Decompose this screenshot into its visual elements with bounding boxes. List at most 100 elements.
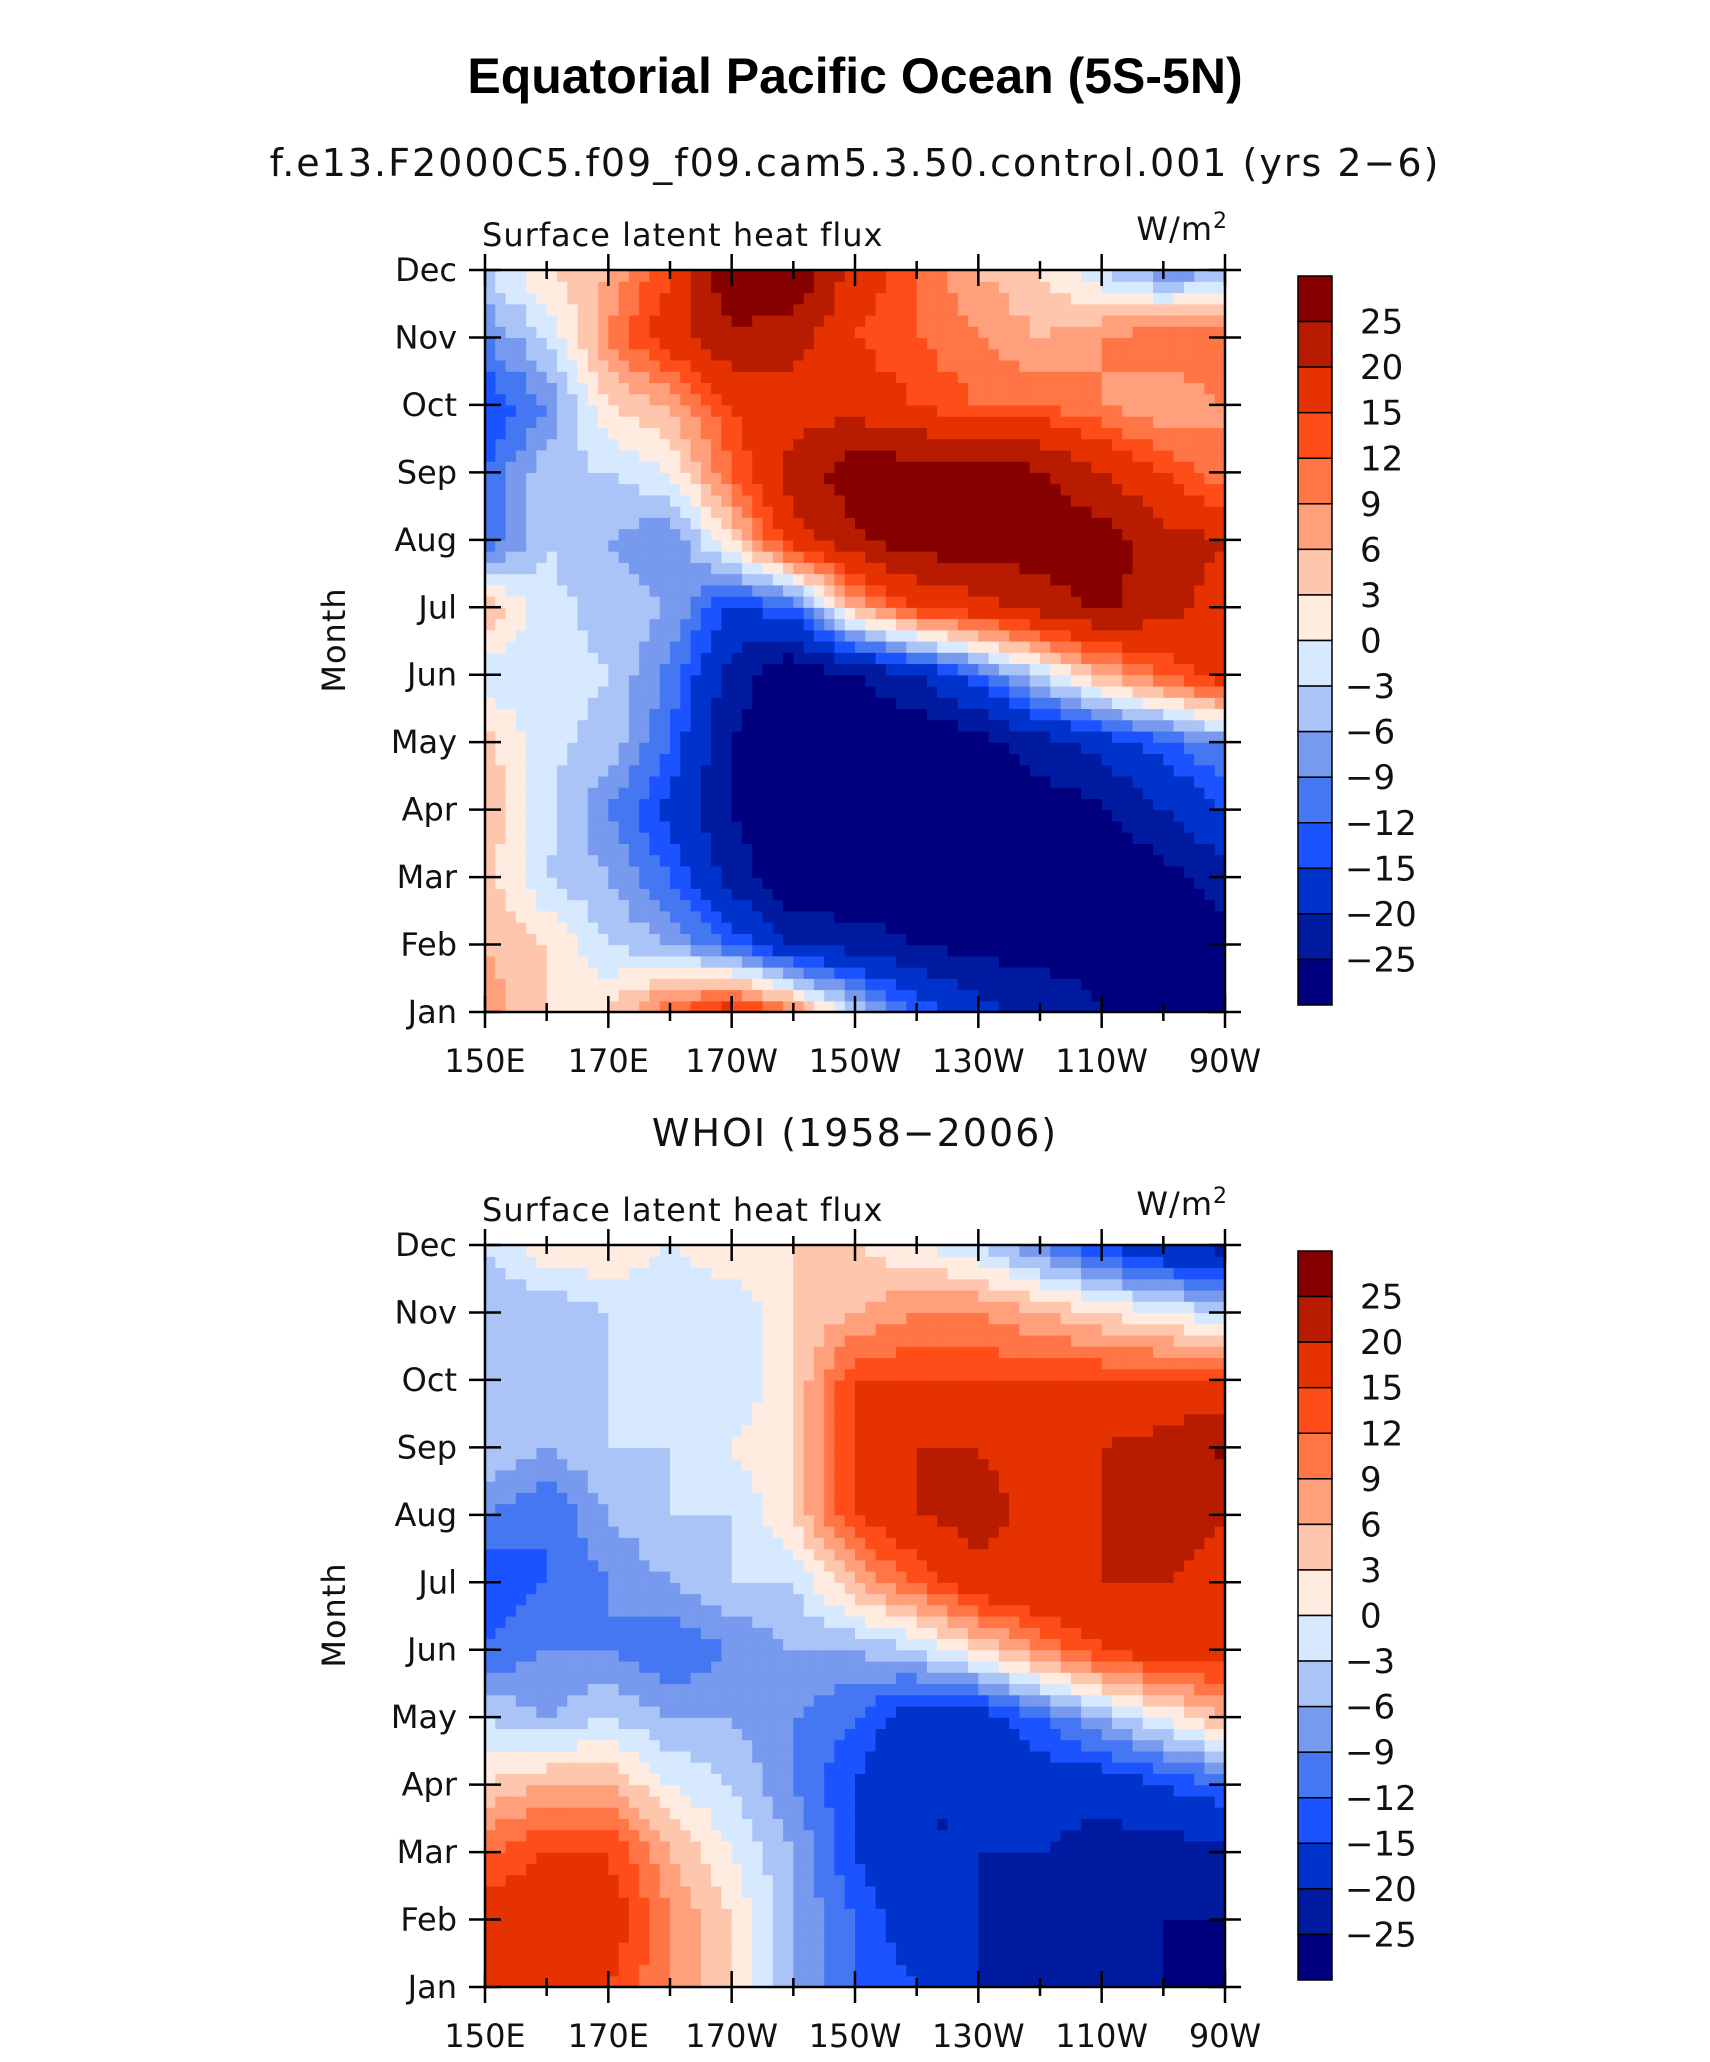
heatmap-cell [824, 539, 836, 552]
heatmap-cell [628, 517, 640, 530]
heatmap-cell [556, 967, 568, 979]
heatmap-cell [1194, 1975, 1206, 1988]
heatmap-cell [598, 528, 609, 541]
heatmap-cell [793, 303, 805, 316]
heatmap-cell [793, 326, 805, 339]
heatmap-cell [1122, 798, 1134, 811]
heatmap-cell [875, 854, 887, 867]
heatmap-cell [957, 337, 969, 350]
heatmap-cell [813, 506, 825, 518]
heatmap-cell [1214, 742, 1226, 755]
heatmap-cell [1040, 652, 1051, 665]
heatmap-cell [536, 1975, 548, 1988]
heatmap-cell [711, 404, 722, 417]
heatmap-cell [680, 933, 692, 946]
heatmap-cell [741, 404, 753, 417]
heatmap-cell [690, 326, 702, 339]
heatmap-cell [741, 270, 753, 282]
heatmap-cell [834, 629, 846, 642]
heatmap-cell [711, 337, 722, 350]
heatmap-cell [844, 404, 856, 417]
heatmap-cell [1050, 393, 1062, 406]
heatmap-cell [649, 652, 661, 665]
heatmap-cell [1009, 641, 1021, 653]
heatmap-cell [711, 708, 722, 721]
heatmap-cell [711, 416, 722, 428]
heatmap-cell [988, 404, 1000, 417]
heatmap-cell [1081, 562, 1092, 575]
heatmap-cell [916, 382, 928, 395]
heatmap-cell [485, 978, 496, 991]
heatmap-cell [731, 596, 743, 608]
heatmap-cell [916, 416, 928, 428]
heatmap-cell [1029, 877, 1041, 889]
heatmap-cell [659, 719, 671, 732]
heatmap-cell [1019, 404, 1031, 417]
heatmap-cell [1132, 809, 1144, 822]
heatmap-cell [567, 910, 579, 923]
heatmap-cell [1040, 967, 1051, 979]
heatmap-cell [1153, 551, 1164, 563]
heatmap-cell [1132, 517, 1144, 530]
heatmap-cell [495, 944, 507, 957]
heatmap-cell [1122, 742, 1134, 755]
heatmap-cell [536, 832, 548, 844]
heatmap-cell [628, 494, 640, 507]
heatmap-cell [495, 404, 507, 417]
heatmap-cell [1060, 922, 1072, 934]
heatmap-cell [803, 596, 815, 608]
heatmap-cell [628, 483, 640, 496]
heatmap-cell [1101, 607, 1113, 620]
heatmap-cell [1173, 663, 1185, 676]
heatmap-cell [824, 551, 836, 563]
heatmap-cell [670, 337, 681, 350]
heatmap-cell [988, 382, 1000, 395]
heatmap-cell [690, 787, 702, 799]
heatmap-cell [515, 865, 527, 878]
heatmap-cell [670, 1975, 681, 1988]
heatmap-cell [772, 809, 784, 822]
heatmap-cell [1091, 371, 1103, 384]
heatmap-cell [803, 832, 815, 844]
heatmap-cell [1091, 742, 1103, 755]
heatmap-cell [505, 753, 517, 766]
heatmap-cell [1132, 427, 1144, 440]
heatmap-cell [1132, 551, 1144, 563]
heatmap-cell [1019, 641, 1031, 653]
heatmap-cell [803, 641, 815, 653]
heatmap-cell [988, 314, 1000, 327]
heatmap-cell [1132, 382, 1144, 395]
heatmap-cell [1081, 281, 1092, 294]
heatmap-cell [926, 427, 938, 440]
heatmap-cell [762, 787, 774, 799]
heatmap-cell [1204, 404, 1216, 417]
heatmap-cell [813, 438, 825, 451]
heatmap-cell [526, 798, 537, 811]
heatmap-cell [731, 820, 743, 833]
heatmap-cell [916, 989, 928, 1002]
heatmap-cell [998, 708, 1010, 721]
heatmap-cell [803, 461, 815, 473]
heatmap-cell [526, 663, 537, 676]
heatmap-cell [1019, 899, 1031, 912]
heatmap-cell [1050, 697, 1062, 710]
heatmap-cell [526, 472, 537, 485]
heatmap-cell [1101, 562, 1113, 575]
heatmap-cell [526, 764, 537, 777]
heatmap-cell [515, 843, 527, 856]
heatmap-cell [1091, 292, 1103, 305]
heatmap-cell [546, 494, 558, 507]
heatmap-cell [546, 292, 558, 305]
heatmap-cell [485, 449, 496, 462]
heatmap-cell [567, 652, 579, 665]
heatmap-cell [793, 416, 805, 428]
heatmap-cell [711, 663, 722, 676]
heatmap-cell [1009, 1964, 1021, 1977]
heatmap-cell [834, 742, 846, 755]
heatmap-cell [968, 888, 979, 901]
heatmap-cell [721, 820, 733, 833]
heatmap-cell [896, 730, 907, 743]
heatmap-cell [731, 877, 743, 889]
heatmap-cell [855, 955, 866, 968]
heatmap-cell [1009, 708, 1021, 721]
